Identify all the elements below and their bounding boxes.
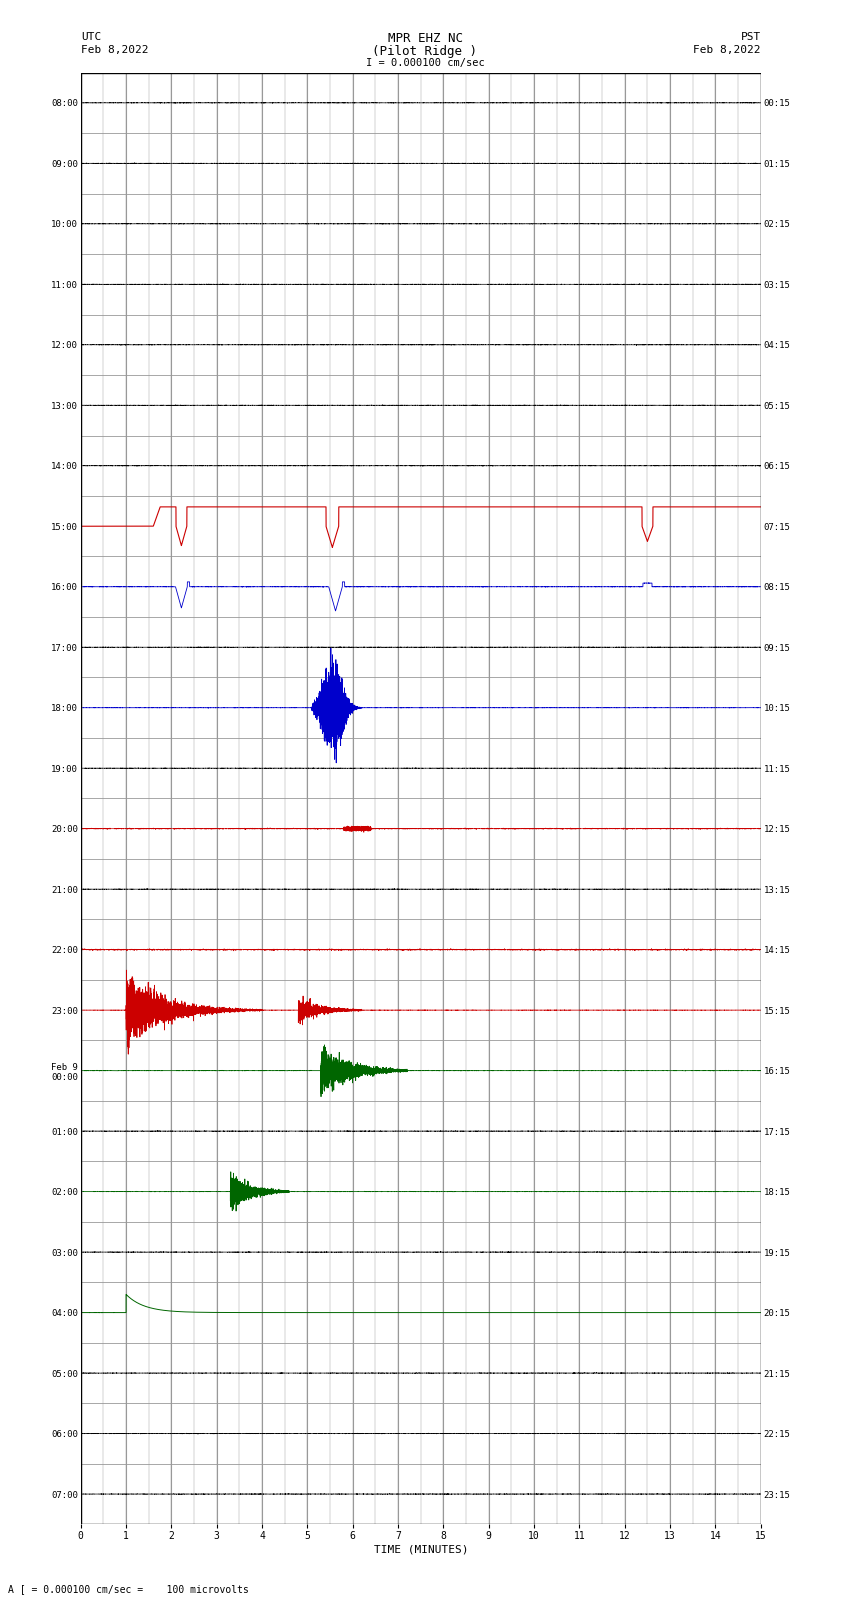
Text: (Pilot Ridge ): (Pilot Ridge ) — [372, 45, 478, 58]
Text: MPR EHZ NC: MPR EHZ NC — [388, 32, 462, 45]
Text: A [ = 0.000100 cm/sec =    100 microvolts: A [ = 0.000100 cm/sec = 100 microvolts — [8, 1584, 249, 1594]
Text: Feb 8,2022: Feb 8,2022 — [81, 45, 148, 55]
Text: I = 0.000100 cm/sec: I = 0.000100 cm/sec — [366, 58, 484, 68]
Text: Feb 8,2022: Feb 8,2022 — [694, 45, 761, 55]
Text: PST: PST — [740, 32, 761, 42]
Text: UTC: UTC — [81, 32, 101, 42]
X-axis label: TIME (MINUTES): TIME (MINUTES) — [373, 1544, 468, 1553]
